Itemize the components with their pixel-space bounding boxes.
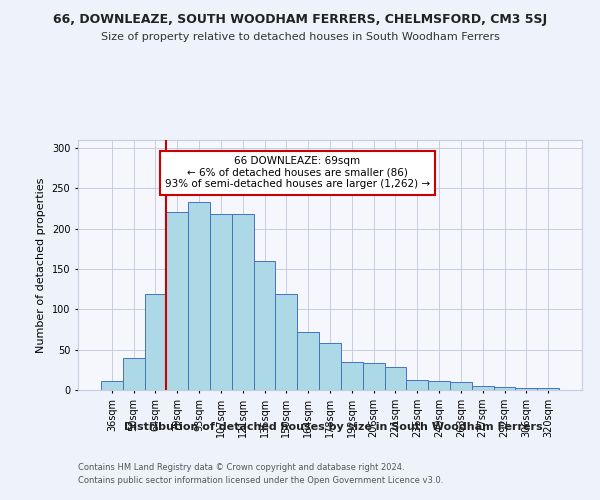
Text: Contains public sector information licensed under the Open Government Licence v3: Contains public sector information licen… <box>78 476 443 485</box>
Bar <box>450 382 472 390</box>
Bar <box>406 380 428 390</box>
Y-axis label: Number of detached properties: Number of detached properties <box>36 178 46 352</box>
Bar <box>297 332 319 390</box>
Bar <box>428 381 450 390</box>
Bar <box>385 366 406 390</box>
Bar <box>341 362 363 390</box>
Bar <box>494 387 515 390</box>
Text: 66 DOWNLEAZE: 69sqm
← 6% of detached houses are smaller (86)
93% of semi-detache: 66 DOWNLEAZE: 69sqm ← 6% of detached hou… <box>165 156 430 190</box>
Bar <box>363 362 385 390</box>
Bar <box>472 386 494 390</box>
Bar <box>319 343 341 390</box>
Bar <box>232 214 254 390</box>
Bar <box>537 388 559 390</box>
Bar <box>145 294 166 390</box>
Text: 66, DOWNLEAZE, SOUTH WOODHAM FERRERS, CHELMSFORD, CM3 5SJ: 66, DOWNLEAZE, SOUTH WOODHAM FERRERS, CH… <box>53 12 547 26</box>
Bar <box>515 388 537 390</box>
Bar <box>123 358 145 390</box>
Bar <box>210 214 232 390</box>
Text: Contains HM Land Registry data © Crown copyright and database right 2024.: Contains HM Land Registry data © Crown c… <box>78 462 404 471</box>
Text: Size of property relative to detached houses in South Woodham Ferrers: Size of property relative to detached ho… <box>101 32 499 42</box>
Bar <box>166 212 188 390</box>
Bar <box>101 381 123 390</box>
Bar <box>188 202 210 390</box>
Text: Distribution of detached houses by size in South Woodham Ferrers: Distribution of detached houses by size … <box>124 422 542 432</box>
Bar <box>254 261 275 390</box>
Bar <box>275 294 297 390</box>
